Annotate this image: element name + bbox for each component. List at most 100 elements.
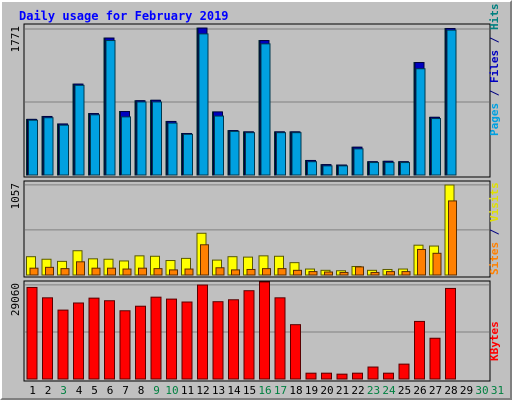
bar-sites xyxy=(153,268,163,276)
bar-sites xyxy=(448,200,457,276)
bar-pages xyxy=(322,165,333,176)
bar-sites xyxy=(246,268,256,276)
bar-kbytes xyxy=(321,372,332,380)
bar-kbytes xyxy=(104,300,115,380)
bar-kbytes xyxy=(166,298,177,380)
bar-sites xyxy=(107,267,116,276)
bar-kbytes xyxy=(42,297,53,380)
bar-pages xyxy=(260,43,271,176)
bar-sites xyxy=(76,261,85,276)
x-tick-label: 20 xyxy=(320,384,333,397)
legend-part: Visits xyxy=(488,182,501,222)
x-tick-label: 24 xyxy=(382,384,396,397)
bar-sites xyxy=(184,268,194,276)
bar-pages xyxy=(446,29,457,176)
bar-pages xyxy=(353,148,364,176)
bar-kbytes xyxy=(414,320,425,380)
bar-sites xyxy=(355,266,364,276)
x-tick-label: 1 xyxy=(29,384,36,397)
x-tick-label: 11 xyxy=(181,384,194,397)
x-tick-label: 9 xyxy=(153,384,160,397)
bar-sites xyxy=(293,269,302,276)
bar-kbytes xyxy=(181,301,193,380)
bar-pages xyxy=(74,84,85,176)
bar-sites xyxy=(324,271,333,276)
bar-kbytes xyxy=(73,302,84,380)
x-tick-label: 4 xyxy=(76,384,83,397)
x-tick-label: 19 xyxy=(305,384,318,397)
panel-frame xyxy=(23,280,491,382)
bar-kbytes xyxy=(398,363,410,380)
x-tick-label: 13 xyxy=(212,384,225,397)
bar-pages xyxy=(245,132,255,176)
bar-pages xyxy=(152,101,162,176)
bar-pages xyxy=(136,101,147,176)
bar-kbytes xyxy=(290,324,301,380)
bar-sites xyxy=(231,269,240,276)
legend-part: / xyxy=(488,30,501,50)
bar-kbytes xyxy=(150,296,162,380)
legend-part: / xyxy=(488,222,501,242)
bar-sites xyxy=(200,244,209,276)
y-max-label: 1771 xyxy=(9,26,22,53)
x-tick-label: 21 xyxy=(336,384,349,397)
x-tick-label: 18 xyxy=(289,384,302,397)
x-tick-label: 14 xyxy=(227,384,241,397)
legend-part: Pages xyxy=(488,103,501,136)
bar-pages xyxy=(291,132,302,176)
x-tick-label: 26 xyxy=(413,384,426,397)
y-legend: KBytes xyxy=(488,321,501,361)
bar-kbytes xyxy=(88,297,100,380)
bar-pages xyxy=(415,68,426,176)
x-tick-label: 23 xyxy=(367,384,380,397)
panel-kbytes: 29060 KBytes xyxy=(9,280,501,382)
x-tick-label: 28 xyxy=(444,384,457,397)
x-tick-label: 12 xyxy=(196,384,209,397)
bar-pages xyxy=(90,114,100,176)
bar-pages xyxy=(307,161,317,176)
y-legend: Pages / Files / Hits xyxy=(488,4,501,137)
bar-pages xyxy=(121,116,131,176)
bar-pages xyxy=(384,162,395,176)
bar-kbytes xyxy=(367,366,379,380)
bar-kbytes xyxy=(274,297,286,380)
panel-hits-files-pages: 1771 Pages / Files / Hits xyxy=(9,4,501,178)
bar-sites xyxy=(122,268,132,276)
bar-sites xyxy=(401,271,411,276)
bar-kbytes xyxy=(243,290,255,380)
bar-kbytes xyxy=(305,372,317,380)
bar-kbytes xyxy=(228,299,239,380)
x-tick-label: 6 xyxy=(107,384,114,397)
legend-part: Hits xyxy=(488,4,501,31)
x-tick-label: 7 xyxy=(122,384,129,397)
bar-kbytes xyxy=(57,309,69,380)
bar-pages xyxy=(276,132,286,176)
bar-sites xyxy=(308,271,318,276)
bar-pages xyxy=(229,130,240,176)
bar-sites xyxy=(169,269,178,276)
bar-pages xyxy=(43,117,54,176)
bar-sites xyxy=(386,271,395,276)
legend-part: Sites xyxy=(488,242,501,275)
legend-part: KBytes xyxy=(488,321,501,361)
x-tick-label: 17 xyxy=(274,384,287,397)
bar-pages xyxy=(214,115,224,176)
bar-pages xyxy=(431,118,441,176)
x-tick-label: 10 xyxy=(165,384,178,397)
bar-sites xyxy=(277,268,287,276)
x-tick-label: 22 xyxy=(351,384,364,397)
chart-title: Daily usage for February 2019 xyxy=(19,9,229,23)
bar-sites xyxy=(215,267,225,276)
panel-frame xyxy=(23,180,491,278)
bar-kbytes xyxy=(383,372,394,380)
bar-pages xyxy=(28,119,38,176)
y-max-label: 1057 xyxy=(9,183,22,210)
x-tick-label: 3 xyxy=(60,384,67,397)
x-tick-label: 27 xyxy=(429,384,442,397)
legend-part: / xyxy=(488,83,501,103)
x-tick-label: 15 xyxy=(243,384,256,397)
bar-kbytes xyxy=(429,337,441,380)
bar-sites xyxy=(91,267,101,276)
x-tick-label: 25 xyxy=(398,384,411,397)
